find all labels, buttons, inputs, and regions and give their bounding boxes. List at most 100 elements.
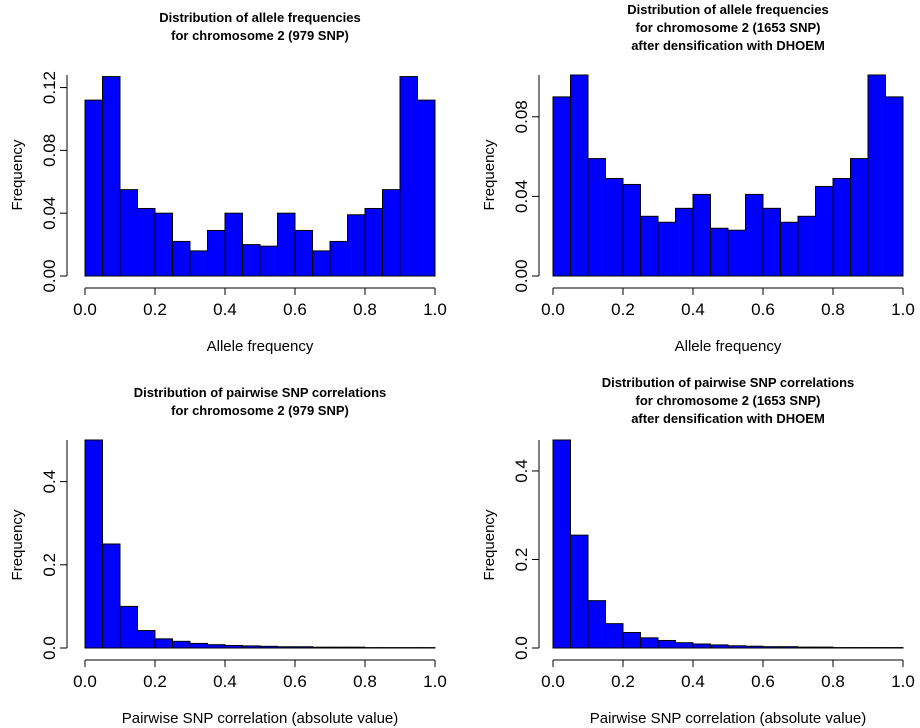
x-tick-label: 1.0 — [423, 672, 447, 691]
histogram-bar — [137, 630, 156, 649]
x-tick-label: 0.0 — [541, 672, 565, 691]
histogram-bar — [399, 76, 418, 277]
x-ticks: 0.0 0.2 0.4 0.6 0.8 1.0 — [73, 288, 447, 319]
chart-title-line-3: after densification with DHOEM — [631, 38, 825, 53]
histogram-bar — [417, 99, 436, 277]
chart-title-line-2: for chromosome 2 (979 SNP) — [171, 28, 349, 43]
histogram-bar — [242, 645, 261, 649]
panel-allele-freq-979: Distribution of allele frequencies for c… — [9, 10, 447, 355]
histogram-bar — [797, 646, 816, 649]
x-ticks: 0.0 0.2 0.4 0.6 0.8 1.0 — [541, 288, 915, 319]
x-tick-label: 0.4 — [681, 672, 705, 691]
histogram-bar — [587, 600, 606, 649]
histogram-bar — [347, 214, 366, 277]
panel-correlation-1653: Distribution of pairwise SNP correlation… — [481, 375, 915, 727]
x-tick-label: 0.4 — [681, 300, 705, 319]
x-tick-label: 0.2 — [611, 300, 635, 319]
histogram-bar — [762, 646, 781, 649]
histogram-bar — [797, 215, 816, 277]
histogram-bars — [84, 76, 436, 277]
histogram-bar — [605, 177, 624, 277]
chart-title-line-2: for chromosome 2 (979 SNP) — [171, 403, 349, 418]
histogram-bar — [347, 646, 366, 649]
chart-title-line-1: Distribution of pairwise SNP correlation… — [602, 375, 855, 390]
x-tick-label: 0.0 — [73, 300, 97, 319]
histogram-bar — [692, 643, 711, 649]
histogram-bar — [364, 207, 383, 277]
y-axis-label: Frequency — [9, 509, 26, 580]
y-ticks: 0.00 0.04 0.08 0.12 — [40, 71, 67, 293]
histogram-bar — [745, 193, 764, 277]
histogram-bar — [207, 644, 226, 649]
histogram-bar — [640, 215, 659, 277]
x-tick-label: 0.6 — [283, 672, 307, 691]
x-tick-label: 0.4 — [213, 300, 237, 319]
histogram-bar — [570, 74, 589, 277]
y-tick-label: 0.08 — [512, 100, 531, 133]
x-axis-label: Pairwise SNP correlation (absolute value… — [122, 710, 399, 727]
x-ticks: 0.0 0.2 0.4 0.6 0.8 1.0 — [73, 660, 447, 691]
histogram-bars — [552, 74, 904, 277]
histogram-bar — [710, 227, 729, 277]
histogram-bar — [189, 250, 208, 277]
x-tick-label: 0.8 — [353, 300, 377, 319]
x-tick-label: 0.6 — [283, 300, 307, 319]
histogram-bar — [154, 638, 173, 649]
y-tick-label: 0.04 — [512, 180, 531, 213]
histogram-bar — [867, 74, 886, 277]
histogram-bar — [137, 207, 156, 277]
x-axis-label: Pairwise SNP correlation (absolute value… — [590, 710, 867, 727]
histogram-bar — [587, 158, 606, 277]
x-axis-label: Allele frequency — [207, 338, 314, 355]
histogram-bar — [312, 646, 331, 649]
histogram-bar — [850, 158, 869, 277]
y-tick-label: 0.04 — [40, 197, 59, 230]
histogram-bar — [102, 543, 121, 649]
histogram-bar — [885, 96, 904, 277]
histogram-bar — [780, 221, 799, 277]
histogram-bar — [552, 439, 571, 649]
chart-title-line-3: after densification with DHOEM — [631, 411, 825, 426]
histogram-bar — [745, 645, 764, 649]
y-tick-label: 0.12 — [40, 71, 59, 104]
histogram-bar — [172, 240, 191, 277]
chart-title-line-1: Distribution of pairwise SNP correlation… — [134, 385, 387, 400]
histogram-bars — [84, 439, 436, 649]
y-tick-label: 0.2 — [512, 548, 531, 572]
x-ticks: 0.0 0.2 0.4 0.6 0.8 1.0 — [541, 660, 915, 691]
histogram-bar — [675, 207, 694, 277]
histogram-bar — [102, 76, 121, 277]
histogram-bar — [207, 229, 226, 277]
histogram-bar — [762, 207, 781, 277]
histogram-bar — [329, 240, 348, 277]
histogram-bar — [657, 221, 676, 277]
x-tick-label: 0.8 — [821, 672, 845, 691]
x-tick-label: 0.8 — [821, 300, 845, 319]
histogram-bar — [294, 646, 313, 649]
histogram-bar — [622, 183, 641, 277]
histogram-bar — [224, 212, 243, 277]
y-axis-label: Frequency — [9, 139, 26, 210]
histogram-bar — [622, 632, 641, 649]
chart-title-line-1: Distribution of allele frequencies — [627, 2, 829, 17]
histogram-bar — [224, 645, 243, 649]
y-tick-label: 0.4 — [40, 470, 59, 494]
histogram-bar — [640, 637, 659, 649]
histogram-bar — [832, 177, 851, 277]
histogram-bar — [119, 189, 138, 277]
histogram-bar — [780, 646, 799, 649]
y-ticks: 0.00 0.04 0.08 — [512, 100, 539, 293]
y-tick-label: 0.0 — [512, 636, 531, 660]
y-tick-label: 0.00 — [512, 259, 531, 292]
histogram-bars — [552, 439, 904, 649]
histogram-bar — [329, 646, 348, 649]
x-tick-label: 0.4 — [213, 672, 237, 691]
chart-title-line-2: for chromosome 2 (1653 SNP) — [636, 393, 821, 408]
histogram-bar — [675, 642, 694, 649]
histogram-bar — [259, 645, 278, 649]
histogram-bar — [84, 439, 103, 649]
x-tick-label: 0.2 — [611, 672, 635, 691]
x-tick-label: 1.0 — [891, 672, 915, 691]
histogram-bar — [119, 605, 138, 649]
y-tick-label: 0.08 — [40, 134, 59, 167]
